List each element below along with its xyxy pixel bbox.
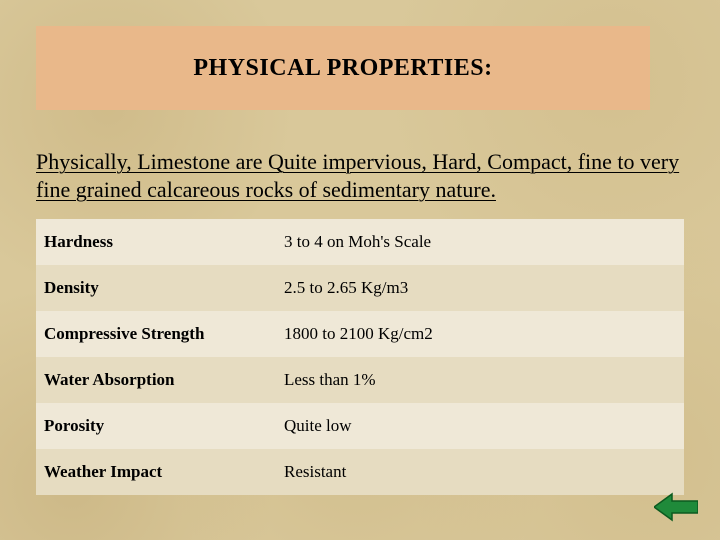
property-label: Porosity [36, 403, 276, 449]
table-row: Density 2.5 to 2.65 Kg/m3 [36, 265, 684, 311]
title-banner: PHYSICAL PROPERTIES: [36, 26, 650, 110]
property-value: Resistant [276, 449, 684, 495]
property-label: Hardness [36, 219, 276, 265]
properties-table: Hardness 3 to 4 on Moh's Scale Density 2… [36, 219, 684, 495]
table-row: Water Absorption Less than 1% [36, 357, 684, 403]
property-label: Compressive Strength [36, 311, 276, 357]
arrow-left-icon [654, 492, 698, 522]
page-title: PHYSICAL PROPERTIES: [193, 55, 492, 82]
property-label: Water Absorption [36, 357, 276, 403]
property-label: Density [36, 265, 276, 311]
property-value: Quite low [276, 403, 684, 449]
property-value: 1800 to 2100 Kg/cm2 [276, 311, 684, 357]
table-row: Porosity Quite low [36, 403, 684, 449]
table-row: Hardness 3 to 4 on Moh's Scale [36, 219, 684, 265]
table-row: Weather Impact Resistant [36, 449, 684, 495]
back-arrow-button[interactable] [654, 492, 698, 522]
property-label: Weather Impact [36, 449, 276, 495]
property-value: Less than 1% [276, 357, 684, 403]
intro-paragraph: Physically, Limestone are Quite impervio… [36, 148, 684, 203]
property-value: 2.5 to 2.65 Kg/m3 [276, 265, 684, 311]
table-row: Compressive Strength 1800 to 2100 Kg/cm2 [36, 311, 684, 357]
property-value: 3 to 4 on Moh's Scale [276, 219, 684, 265]
